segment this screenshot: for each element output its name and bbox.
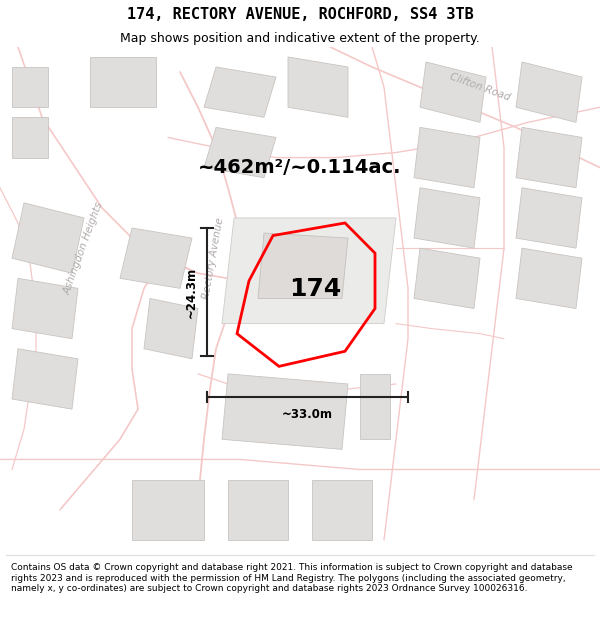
Polygon shape [516,62,582,122]
Polygon shape [414,127,480,188]
Polygon shape [222,218,396,324]
Polygon shape [12,278,78,339]
Text: 174: 174 [290,277,342,301]
Text: 174, RECTORY AVENUE, ROCHFORD, SS4 3TB: 174, RECTORY AVENUE, ROCHFORD, SS4 3TB [127,6,473,21]
Polygon shape [420,62,486,122]
Polygon shape [90,57,156,108]
Text: Clifton Road: Clifton Road [448,71,512,102]
Text: ~24.3m: ~24.3m [185,267,198,318]
Polygon shape [12,203,84,273]
Polygon shape [12,118,48,158]
Text: Map shows position and indicative extent of the property.: Map shows position and indicative extent… [120,32,480,45]
Polygon shape [312,479,372,540]
Text: ~462m²/~0.114ac.: ~462m²/~0.114ac. [198,158,402,177]
Polygon shape [258,233,348,298]
Text: Rectory Avenue: Rectory Avenue [201,217,225,300]
Polygon shape [12,67,48,108]
Polygon shape [414,188,480,248]
Polygon shape [12,349,78,409]
Polygon shape [222,374,348,449]
Polygon shape [360,374,390,439]
Polygon shape [516,127,582,188]
Text: Contains OS data © Crown copyright and database right 2021. This information is : Contains OS data © Crown copyright and d… [11,564,572,593]
Polygon shape [288,57,348,118]
Polygon shape [516,248,582,309]
Polygon shape [132,479,204,540]
Text: Ashingdon Heights: Ashingdon Heights [62,201,106,296]
Text: ~33.0m: ~33.0m [282,408,333,421]
Polygon shape [228,479,288,540]
Polygon shape [204,127,276,177]
Polygon shape [414,248,480,309]
Polygon shape [144,298,198,359]
Polygon shape [516,188,582,248]
Polygon shape [204,67,276,118]
Polygon shape [120,228,192,288]
